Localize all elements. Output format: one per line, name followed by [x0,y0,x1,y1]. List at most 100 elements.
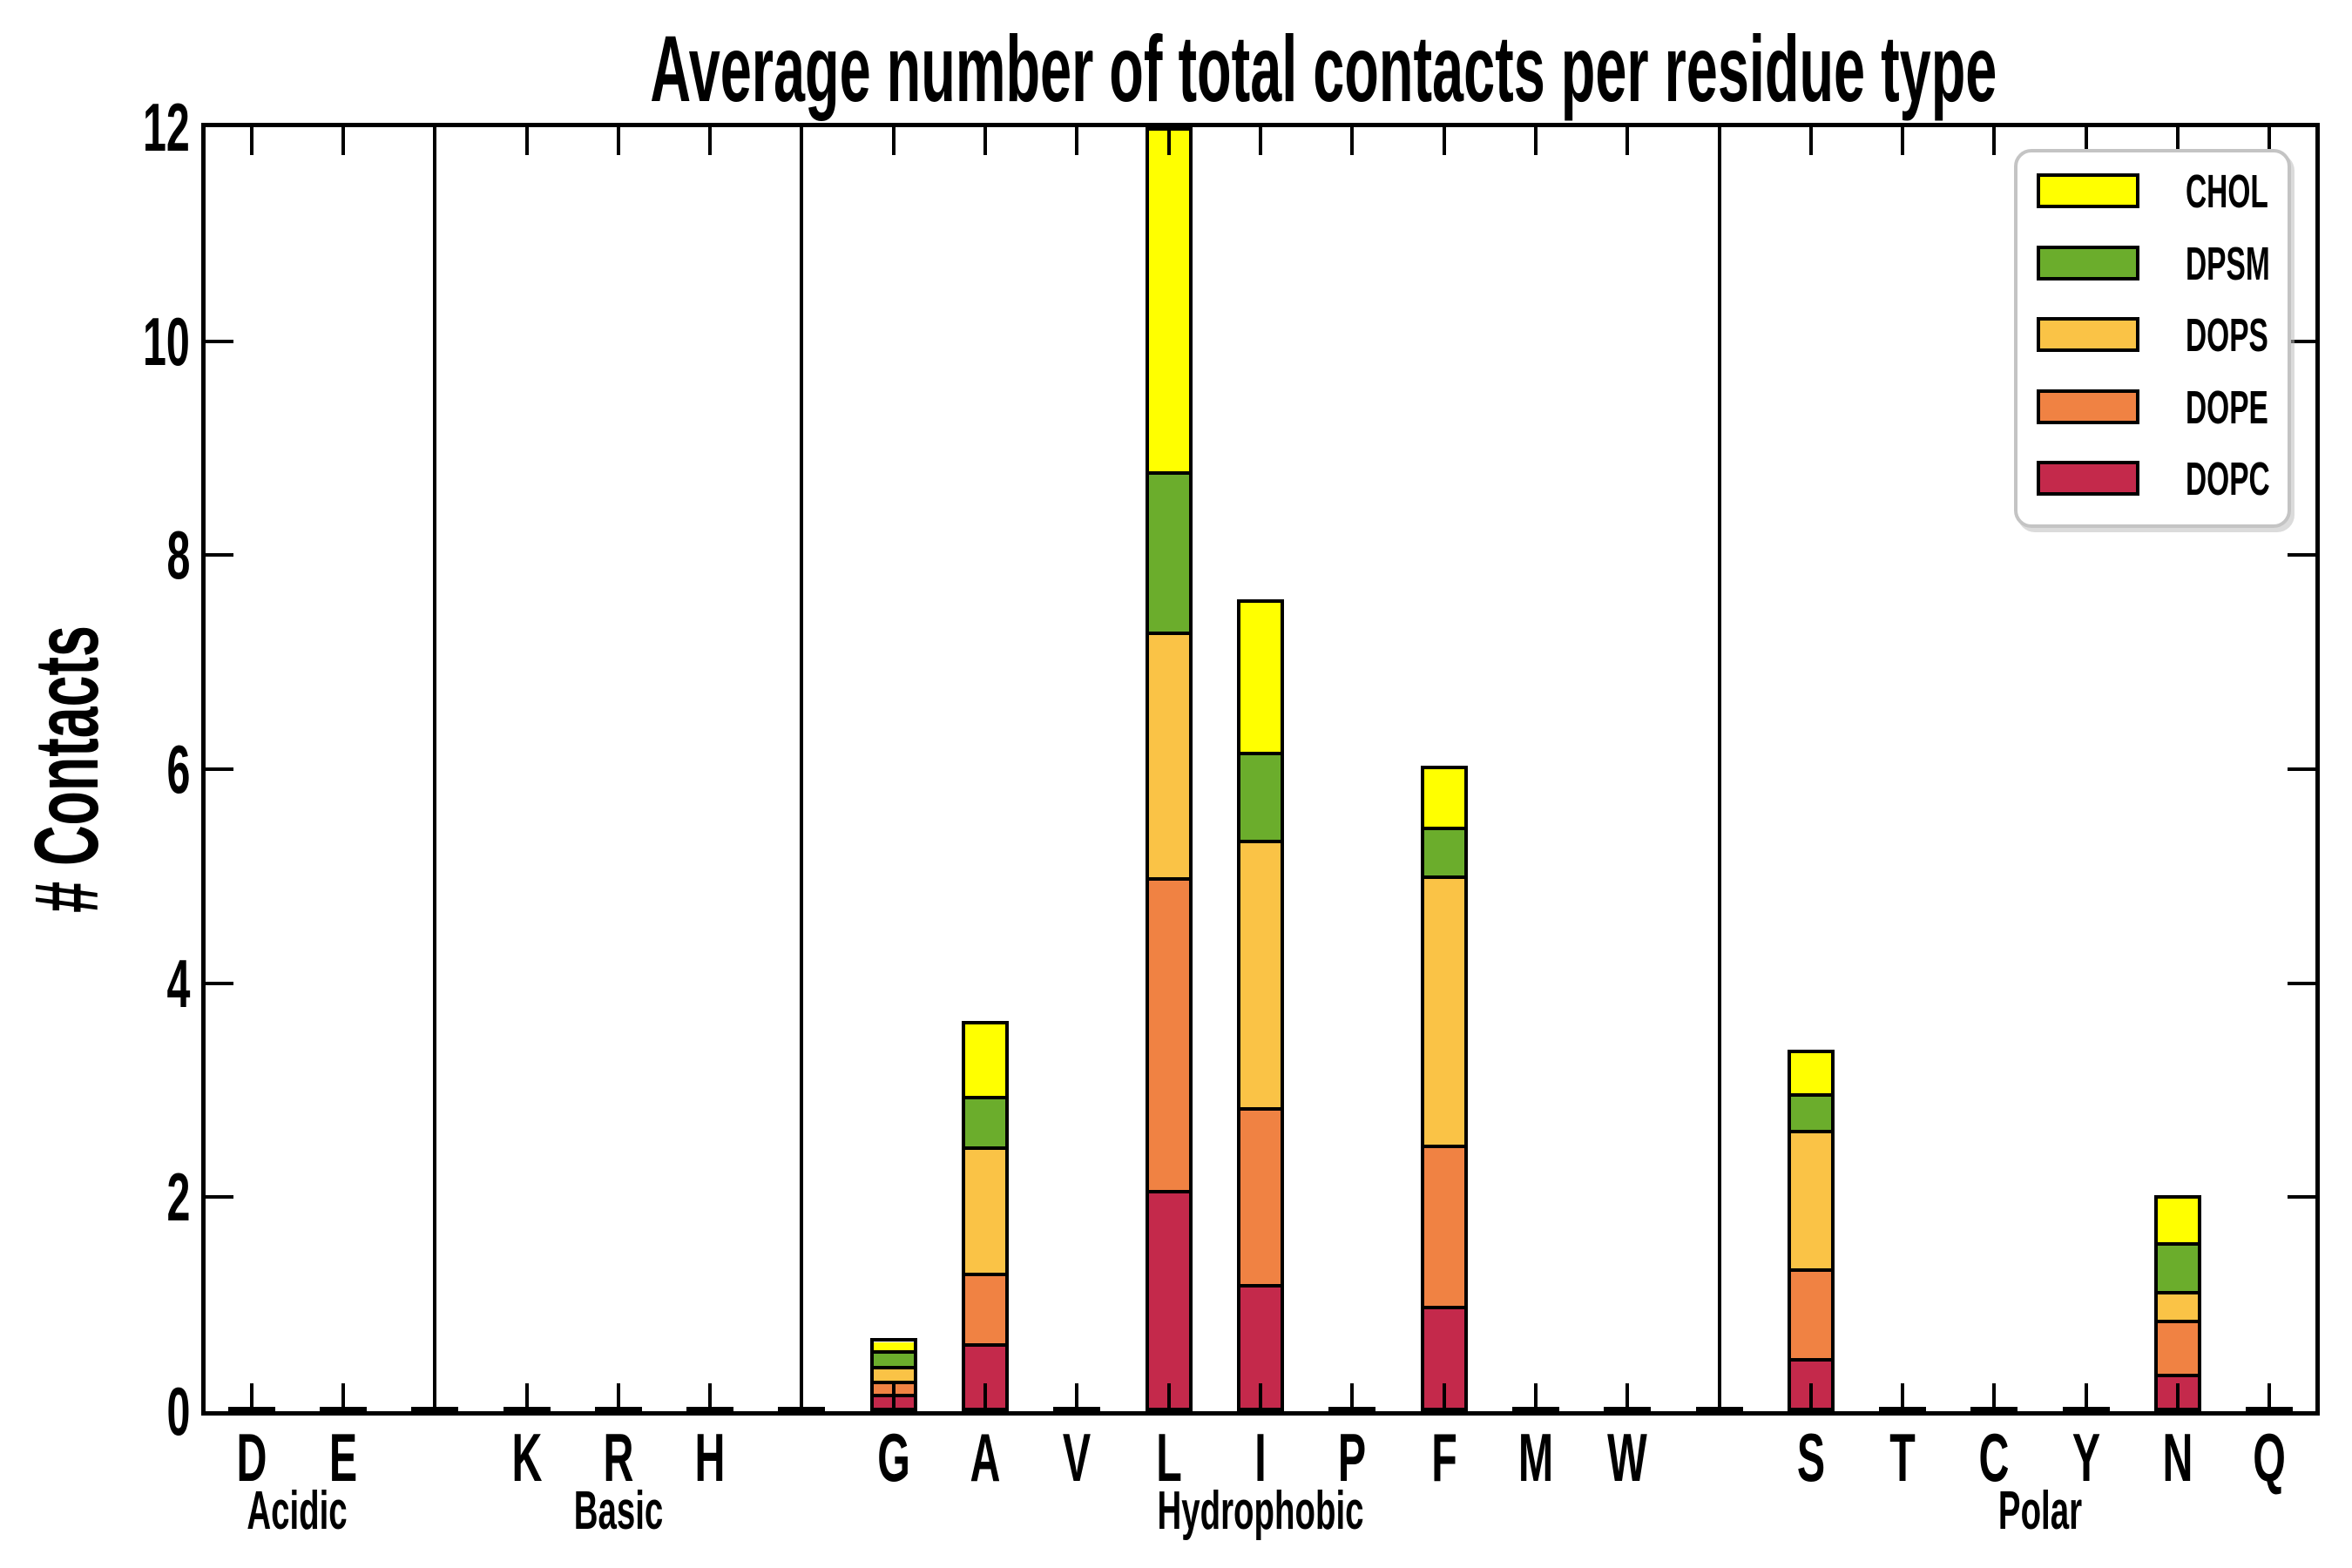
bar-segment-dope [1790,1270,1831,1360]
y-tick-left [206,767,233,771]
bar-segment-dops [2158,1293,2199,1322]
x-tick-top [249,127,253,155]
x-tick-bottom [1625,1383,1630,1411]
y-tick-right [2288,981,2315,985]
segment-boundary [1240,1283,1281,1288]
segment-boundary [1423,827,1464,831]
x-tick-label-S: S [1796,1419,1825,1496]
segment-boundary [1790,1130,1831,1134]
bar-segment-chol [1790,1052,1831,1096]
y-tick-label-text: 6 [166,731,190,808]
segment-boundary [2158,1374,2199,1378]
segment-boundary [873,1366,914,1370]
x-tick-label-E: E [328,1419,358,1496]
bar-segment-dpsm [1148,473,1189,633]
segment-boundary [2158,1291,2199,1295]
x-tick-bottom [891,1383,896,1411]
zero-bar [1695,1407,1743,1411]
x-tick-bottom [2084,1383,2088,1411]
x-tick-label-F: F [1430,1419,1457,1496]
segment-boundary [1240,839,1281,843]
bar-segment-dpsm [1790,1095,1831,1132]
x-tick-label-A: A [970,1419,1001,1496]
y-tick-right [2288,767,2315,771]
y-tick-label: 0 [0,1377,190,1445]
x-tick-top [708,127,713,155]
bar-segment-dope [965,1274,1006,1345]
segment-boundary [965,1146,1006,1151]
x-tick-bottom [1808,1383,1813,1411]
y-tick-label: 10 [0,308,190,375]
x-tick-top [2176,127,2180,155]
bar-F [1420,766,1468,1411]
bar-segment-dpsm [1240,753,1281,841]
legend-swatch-dops [2037,317,2139,352]
segment-boundary [1240,751,1281,755]
bar-segment-dops [1423,877,1464,1146]
x-tick-label-H: H [694,1419,726,1496]
x-tick-bottom [983,1383,988,1411]
x-tick-top [891,127,896,155]
legend-swatch-chol [2037,173,2139,208]
x-tick-bottom [2268,1383,2272,1411]
x-tick-bottom [249,1383,253,1411]
x-tick-top [1259,127,1262,155]
legend-label-dope: DOPE [2186,381,2268,434]
y-tick-left [206,981,233,985]
legend-row-dopc: DOPC [2017,443,2288,513]
x-tick-bottom [616,1383,620,1411]
segment-boundary [1148,631,1189,635]
bar-segment-chol [873,1342,914,1352]
x-tick-top [616,127,620,155]
y-tick-label-text: 2 [166,1159,190,1236]
x-tick-bottom [1992,1383,1997,1411]
x-tick-top [1166,127,1171,155]
x-tick-bottom [2176,1383,2180,1411]
x-tick-label-Q: Q [2253,1419,2287,1496]
bar-segment-chol [1148,131,1189,474]
x-tick-top [1901,127,1905,155]
x-tick-top [1442,127,1446,155]
x-tick-label-M: M [1517,1419,1554,1496]
bar-L [1145,127,1193,1411]
x-tick-label-T: T [1889,1419,1916,1496]
segment-boundary [1423,1305,1464,1309]
zero-bar [778,1407,826,1411]
bar-segment-dpsm [965,1098,1006,1149]
segment-boundary [965,1272,1006,1276]
bar-A [962,1020,1010,1411]
segment-boundary [1423,1144,1464,1148]
x-tick-label-R: R [603,1419,634,1496]
segment-boundary [2158,1242,2199,1247]
legend-row-chol: CHOL [2017,156,2288,226]
group-label-polar: Polar [1998,1481,2083,1541]
bar-segment-dops [1240,841,1281,1109]
x-tick-label-L: L [1155,1419,1182,1496]
legend-row-dops: DOPS [2017,300,2288,369]
y-tick-label: 12 [0,93,190,161]
x-tick-top [1075,127,1079,155]
bar-segment-chol [1240,602,1281,754]
legend-label-dops: DOPS [2186,309,2268,362]
legend-label-dpsm: DPSM [2186,237,2270,290]
bar-segment-chol [2158,1198,2199,1245]
bar-segment-chol [1423,769,1464,829]
group-divider [800,127,804,1411]
x-tick-top [983,127,988,155]
x-tick-bottom [708,1383,713,1411]
x-tick-label-D: D [236,1419,267,1496]
segment-boundary [1790,1357,1831,1362]
x-tick-top [2268,127,2272,155]
segment-boundary [1423,875,1464,880]
y-tick-left [206,553,233,558]
legend-label-chol: CHOL [2186,166,2268,218]
bar-segment-dope [1423,1146,1464,1308]
segment-boundary [873,1349,914,1354]
segment-boundary [873,1381,914,1385]
y-tick-label-text: 4 [166,944,190,1022]
segment-boundary [1148,471,1189,476]
x-tick-label-N: N [2162,1419,2193,1496]
x-tick-top [1992,127,1997,155]
x-tick-bottom [1075,1383,1079,1411]
